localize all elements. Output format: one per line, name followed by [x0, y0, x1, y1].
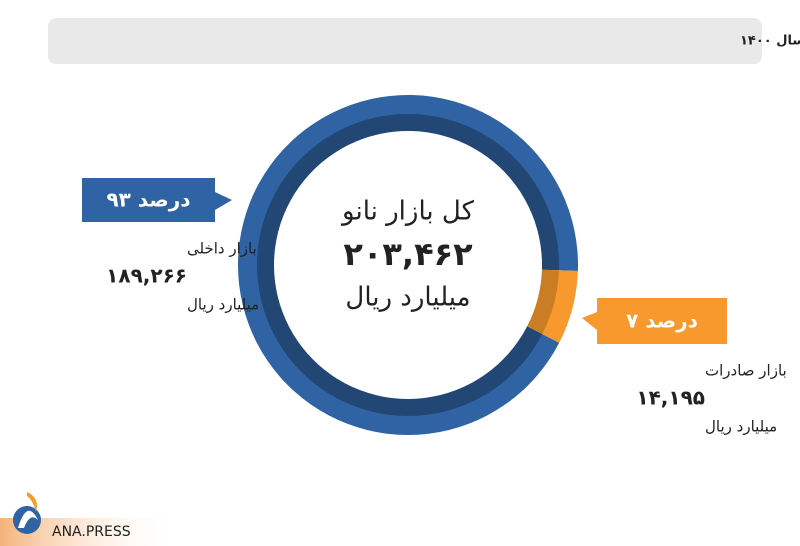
title-bar	[48, 18, 762, 64]
callout-percent: ۹۳ درصد	[106, 188, 190, 212]
donut-segment-inner	[527, 269, 559, 335]
category-label: بازار صادرات	[705, 362, 787, 380]
callout-pointer	[215, 192, 232, 210]
callout-pointer	[582, 312, 597, 330]
callout-percent: ۷ درصد	[626, 309, 698, 333]
callout-box	[82, 178, 215, 222]
callout-box	[597, 298, 727, 344]
chart-title: حجم کل بازار فناوری نانو تولید داخل در س…	[740, 34, 800, 49]
logo	[13, 492, 41, 534]
center-total: ۲۰۳,۴۶۲	[343, 235, 473, 273]
center-unit: میلیارد ریال	[345, 283, 470, 313]
unit: میلیارد ریال	[705, 418, 777, 436]
donut-segment	[541, 270, 578, 343]
amount: ۱۸۹,۲۶۶	[106, 264, 187, 288]
donut	[238, 95, 579, 436]
amount: ۱۴,۱۹۵	[636, 386, 705, 410]
unit: میلیارد ریال	[187, 296, 259, 314]
center-label: کل بازار نانو	[340, 197, 475, 227]
footer-source: ANA.PRESS	[52, 524, 131, 540]
category-label: بازار داخلی	[187, 240, 257, 258]
